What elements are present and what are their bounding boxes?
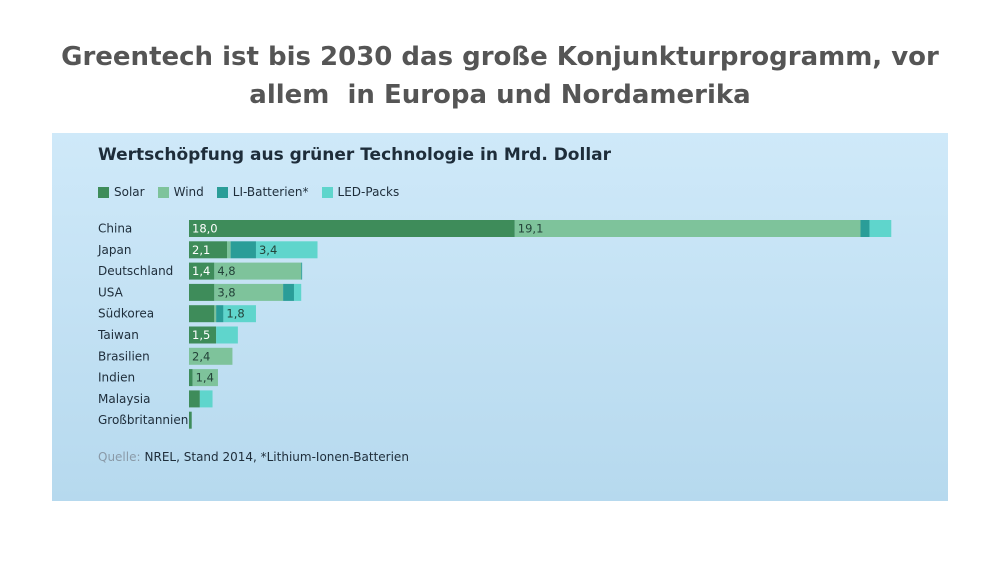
bar-led-packs-japan: [255, 241, 318, 259]
chart-panel: Wertschöpfung aus grüner Technologie in …: [52, 133, 948, 501]
bar-solar-japan: [189, 241, 228, 259]
bar-solar-malaysia: [189, 390, 200, 408]
bar-solar-grossbritannien: [189, 411, 192, 429]
legend-item-li-batterien: LI-Batterien*: [216, 185, 309, 199]
data-label-solar-taiwan: 1,5: [192, 328, 210, 342]
data-label-solar-japan: 2,1: [192, 243, 210, 257]
bar-solar-taiwan: [189, 326, 217, 344]
bar-wind-china: [514, 220, 861, 237]
data-label-wind-usa: 3,8: [217, 285, 235, 299]
bar-solar-deutschland: [189, 262, 215, 280]
category-label-indien: Indien: [98, 371, 135, 385]
legend-swatch-wind: [157, 186, 169, 198]
slide-title: Greentech ist bis 2030 das große Konjunk…: [0, 38, 1000, 114]
bar-li-batterien-sudkorea: [216, 305, 224, 323]
legend-label-led-packs: LED-Packs: [337, 185, 400, 199]
data-label-wind-deutschland: 4,8: [217, 264, 235, 278]
bar-li-batterien-deutschland: [301, 262, 303, 280]
legend-label-solar: Solar: [114, 185, 145, 199]
legend-item-led-packs: LED-Packs: [321, 185, 400, 199]
category-label-china: China: [98, 222, 132, 236]
category-label-usa: USA: [98, 285, 124, 299]
category-label-malaysia: Malaysia: [98, 392, 150, 406]
category-label-sudkorea: Südkorea: [98, 307, 154, 321]
data-label-led-packs-sudkorea: 1,8: [226, 307, 244, 321]
bar-wind-deutschland: [214, 262, 302, 280]
chart-source: Quelle: NREL, Stand 2014, *Lithium-Ionen-…: [98, 450, 409, 464]
bar-li-batterien-japan: [230, 241, 256, 259]
bar-wind-indien: [192, 369, 218, 387]
category-label-brasilien: Brasilien: [98, 349, 150, 363]
legend-swatch-li-batterien: [216, 186, 228, 198]
category-label-grossbritannien: Großbritannien: [98, 413, 188, 427]
data-label-solar-china: 18,0: [192, 222, 218, 236]
slide-title-line1: Greentech ist bis 2030 das große Konjunk…: [61, 42, 939, 72]
bar-solar-sudkorea: [189, 305, 215, 323]
data-label-wind-indien: 1,4: [196, 371, 214, 385]
data-label-wind-brasilien: 2,4: [192, 349, 210, 363]
bar-chart: China 18,0 19,1 Japan 2,1 3,4 Deutschland 1,4 4,…: [97, 220, 892, 429]
slide-title-line2: allem in Europa und Nordamerika: [249, 80, 751, 110]
legend-label-li-batterien: LI-Batterien*: [232, 185, 309, 199]
bar-wind-sudkorea: [214, 305, 217, 323]
bar-led-packs-taiwan: [216, 326, 238, 344]
chart-title: Wertschöpfung aus grüner Technologie in …: [98, 145, 611, 165]
data-label-led-packs-japan: 3,4: [259, 243, 277, 257]
legend-label-wind: Wind: [173, 185, 204, 199]
bar-solar-china: [189, 220, 515, 237]
bar-li-batterien-usa: [283, 283, 294, 301]
bar-solar-indien: [189, 369, 193, 387]
bar-wind-brasilien: [189, 347, 233, 365]
bar-wind-japan: [227, 241, 231, 259]
legend-swatch-led-packs: [321, 186, 333, 198]
legend-swatch-solar: [98, 186, 109, 198]
bar-led-packs-malaysia: [199, 390, 213, 408]
chart-legend: Solar Wind LI-Batterien* LED-Packs: [98, 185, 412, 199]
category-label-taiwan: Taiwan: [97, 328, 139, 342]
category-label-deutschland: Deutschland: [98, 264, 173, 278]
bar-led-packs-sudkorea: [223, 305, 256, 323]
category-label-japan: Japan: [97, 243, 131, 257]
data-label-wind-china: 19,1: [518, 222, 544, 236]
legend-item-wind: Wind: [157, 185, 204, 199]
bar-solar-usa: [189, 283, 215, 301]
bar-led-packs-china: [869, 220, 892, 237]
source-prefix: Quelle:: [98, 450, 141, 464]
bar-wind-usa: [214, 283, 284, 301]
source-text: NREL, Stand 2014, *Lithium-Ionen-Batteri…: [144, 450, 409, 464]
bar-led-packs-usa: [293, 283, 302, 301]
data-label-solar-deutschland: 1,4: [192, 264, 210, 278]
legend-item-solar: Solar: [98, 185, 145, 199]
bar-li-batterien-china: [860, 220, 870, 237]
